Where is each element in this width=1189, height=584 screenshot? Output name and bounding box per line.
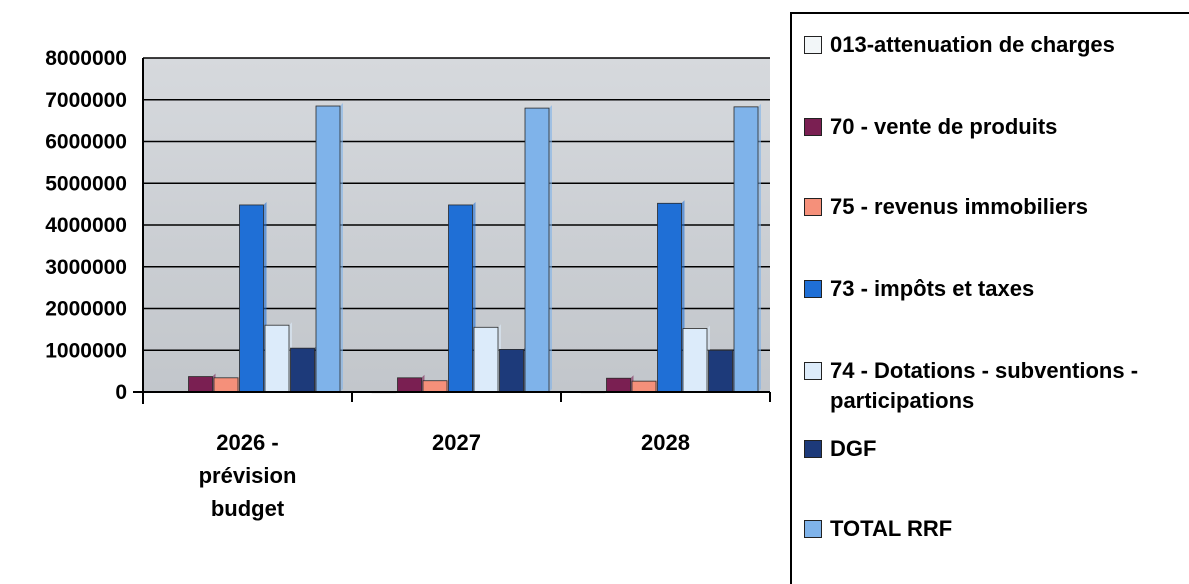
bar-side	[340, 103, 343, 392]
legend-swatch	[804, 198, 822, 216]
bar	[448, 204, 473, 393]
bar	[315, 105, 341, 393]
legend-label: 73 - impôts et taxes	[830, 276, 1035, 301]
bar	[524, 107, 550, 393]
bar	[499, 349, 524, 393]
legend-item: 73 - impôts et taxes	[804, 274, 1180, 304]
legend-swatch	[804, 520, 822, 538]
y-tick-label: 7000000	[45, 89, 127, 112]
x-category-label: 2026 -prévision budget	[199, 430, 297, 521]
legend-label: 013-attenuation de charges	[830, 32, 1115, 57]
bar	[708, 349, 733, 393]
bar-chart: 0 1000000 2000000 3000000 4000000 5000000 6000…	[45, 47, 771, 521]
legend-item: 013-attenuation de charges	[804, 30, 1180, 60]
y-tick-label: 1000000	[45, 339, 127, 362]
bar	[397, 377, 422, 393]
bar	[264, 324, 290, 393]
bar	[682, 328, 708, 393]
y-tick-label: 2000000	[45, 298, 127, 321]
legend-swatch	[804, 440, 822, 458]
legend-label: 74 - Dotations - subventions - participa…	[830, 358, 1139, 413]
x-category-label: 2027	[432, 430, 481, 455]
legend-swatch	[804, 118, 822, 136]
y-tick-label: 5000000	[45, 172, 127, 195]
legend-swatch	[804, 280, 822, 298]
x-category-labels: 2026 -prévision budget 2027 2028	[199, 430, 690, 521]
y-tick-label: 8000000	[45, 47, 127, 70]
legend: 013-attenuation de charges 70 - vente de …	[790, 12, 1189, 584]
legend-label: 75 - revenus immobiliers	[830, 194, 1088, 219]
legend-label: DGF	[830, 436, 877, 461]
bar	[290, 347, 315, 393]
bar	[657, 202, 682, 393]
legend-item: TOTAL RRF	[804, 514, 1180, 544]
legend-swatch	[804, 36, 822, 54]
bar-side	[549, 105, 552, 392]
legend-swatch	[804, 362, 822, 380]
y-tick-labels: 0 1000000 2000000 3000000 4000000 5000000 6000…	[45, 47, 127, 404]
legend-item: 70 - vente de produits	[804, 112, 1180, 142]
y-tick-label: 3000000	[45, 256, 127, 279]
y-tick-label: 4000000	[45, 214, 127, 237]
bar	[213, 377, 239, 393]
legend-label: 70 - vente de produits	[830, 114, 1058, 139]
bar	[188, 376, 213, 393]
bar	[733, 106, 759, 393]
legend-item: 75 - revenus immobiliers	[804, 192, 1180, 222]
y-tick-label: 6000000	[45, 131, 127, 154]
bar	[631, 380, 657, 393]
legend-label: TOTAL RRF	[830, 516, 953, 541]
legend-item: 74 - Dotations - subventions - participa…	[804, 356, 1180, 416]
bar	[606, 377, 631, 393]
bar	[422, 380, 448, 393]
bar	[239, 204, 264, 393]
bars	[162, 103, 761, 394]
bar	[473, 326, 499, 393]
legend-item: DGF	[804, 434, 1180, 464]
x-category-label: 2028	[641, 430, 690, 455]
bar-side	[758, 103, 761, 392]
y-tick-label: 0	[115, 381, 127, 404]
axes	[133, 58, 771, 404]
